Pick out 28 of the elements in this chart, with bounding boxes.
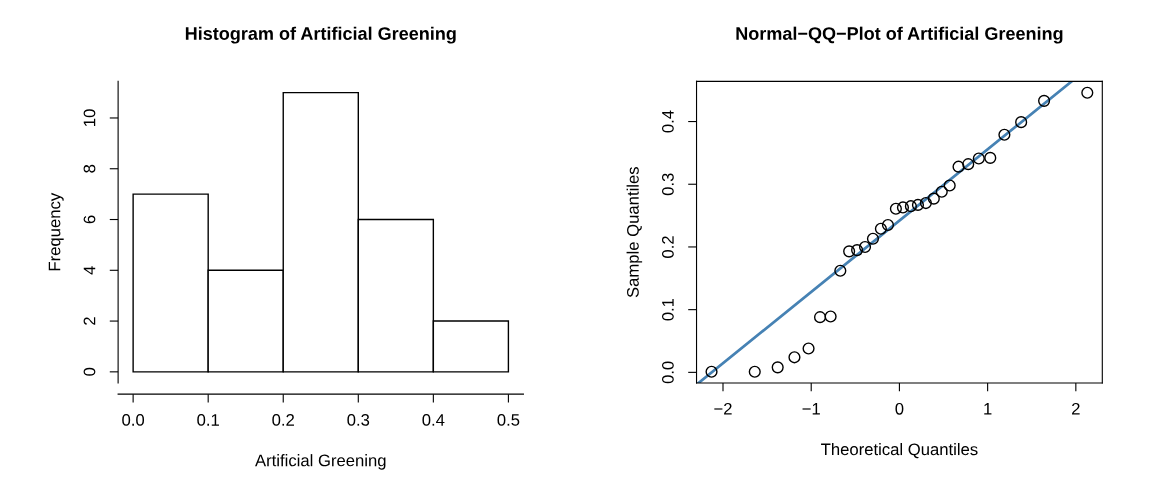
y-tick-label: 8 [83, 164, 96, 173]
x-tick-label: 0.0 [122, 414, 145, 426]
x-tick-label: 1 [984, 403, 992, 415]
x-axis-title: Theoretical Quantiles [821, 443, 978, 459]
y-tick-label: 0.4 [662, 110, 674, 133]
x-tick-label: 0.2 [272, 414, 294, 426]
x-tick-label: 0.5 [497, 414, 520, 426]
x-tick-label: −2 [714, 402, 732, 415]
y-tick-label: 0.3 [662, 173, 674, 196]
y-axis-title: Sample Quantiles [626, 167, 643, 298]
y-tick-label: 0 [83, 367, 96, 376]
y-axis-title: Frequency [48, 192, 64, 271]
x-tick-label: 0 [895, 402, 904, 415]
y-tick-label: 4 [83, 266, 96, 275]
y-tick-label: 0.2 [662, 236, 674, 258]
chart-title: Histogram of Artificial Greening [185, 26, 456, 44]
y-tick-label: 6 [83, 215, 96, 224]
y-tick-label: 2 [83, 317, 96, 325]
x-axis-title: Artificial Greening [255, 454, 386, 470]
x-tick-label: 0.4 [422, 414, 445, 426]
x-tick-label: 0.3 [347, 414, 370, 426]
y-tick-label: 0.1 [662, 298, 674, 321]
y-tick-label: 10 [83, 109, 96, 126]
chart-title: Normal−QQ−Plot of Artificial Greening [736, 26, 1063, 44]
x-tick-label: −1 [802, 403, 820, 415]
x-tick-label: 0.1 [197, 414, 219, 426]
x-tick-label: 2 [1072, 402, 1080, 415]
y-tick-label: 0.0 [662, 361, 674, 384]
